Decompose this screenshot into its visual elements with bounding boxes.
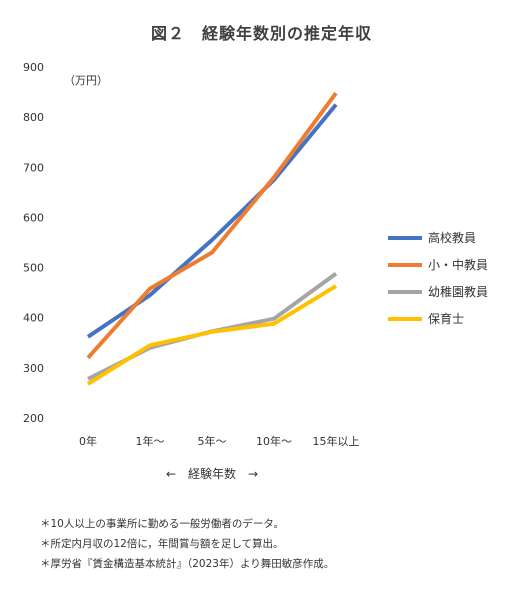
y-tick-label: 400 [23,312,44,325]
x-tick-label: 15年以上 [313,434,360,448]
series-line-4 [86,284,338,386]
y-tick-label: 900 [23,61,44,74]
note-1: ＊10人以上の事業所に勤める一般労働者のデータ。 [40,518,285,530]
x-tick-label: 1年～ [136,434,165,448]
y-tick-label: 200 [23,412,44,425]
x-tick-label: 10年～ [256,434,292,448]
legend-label-1: 高校教員 [428,230,476,245]
x-tick-label: 0年 [79,434,97,448]
legend-label-4: 保育士 [428,311,464,326]
y-tick-label: 800 [23,111,44,124]
y-tick-label: 500 [23,262,44,275]
y-tick-label: 600 [23,211,44,224]
x-axis-label: ← 経験年数 → [166,466,258,481]
legend-label-3: 幼稚園教員 [428,284,488,299]
note-3: ＊厚労省『賃金構造基本統計』（2023年）より舞田敏彦作成。 [40,558,335,570]
series-line-3 [87,271,338,381]
chart-title: 図２ 経験年数別の推定年収 [150,24,372,43]
series-line-2 [86,91,338,360]
y-tick-label: 300 [23,362,44,375]
legend-label-2: 小・中教員 [428,257,488,272]
note-2: ＊所定内月収の12倍に，年間賞与額を足して算出。 [40,538,284,550]
line-chart: 200 300 400 500 600 700 800 900 （万円） 0年 1年～ 5年～ 10年～… [23,61,488,481]
notes: ＊10人以上の事業所に勤める一般労働者のデータ。 ＊所定内月収の12倍に，年間賞… [40,514,510,574]
y-tick-label: 700 [23,161,44,174]
y-unit-label: （万円） [64,74,108,87]
x-tick-label: 5年～ [198,434,227,448]
